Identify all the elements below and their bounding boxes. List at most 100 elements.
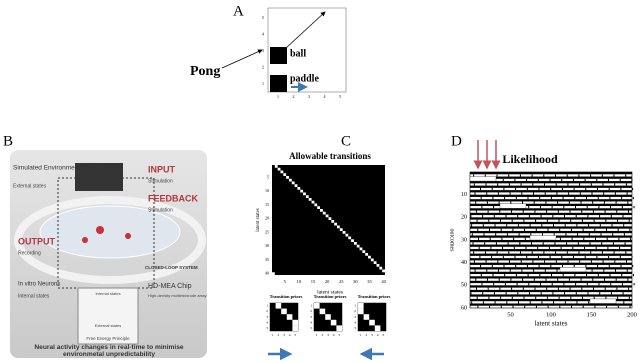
feedback-sub: Stimulation xyxy=(148,207,173,213)
stripe-gap xyxy=(581,210,583,213)
diagonal-cell xyxy=(336,225,340,229)
stripe-gap xyxy=(514,178,516,182)
stripe-gap xyxy=(559,228,561,231)
stripe-gap xyxy=(598,206,600,209)
stripe-gap xyxy=(548,246,550,250)
stripe-gap xyxy=(519,174,521,177)
stripe-gap xyxy=(617,305,619,308)
stripe-gap xyxy=(585,264,587,268)
stripe-gap xyxy=(577,233,579,236)
panel-c: C Allowable transitions latent states la… xyxy=(256,133,391,361)
stripe-gap xyxy=(482,292,484,295)
stripe-gap xyxy=(483,233,485,236)
stripe-gap xyxy=(474,192,476,195)
stripe-gap xyxy=(604,210,606,213)
y-tick-label: 10 xyxy=(265,188,269,193)
stripe-gap xyxy=(586,274,588,277)
stripe-gap xyxy=(593,287,594,290)
stripe-gap xyxy=(531,251,533,254)
y-tick-label: 3 xyxy=(354,315,356,319)
stripe-gap xyxy=(484,242,486,245)
x-tick-label: 5 xyxy=(294,333,296,337)
stripe-gap xyxy=(631,178,633,182)
stripe-gap xyxy=(473,174,475,177)
stripe-gap xyxy=(525,246,527,250)
stripe-gap xyxy=(559,305,561,308)
stripe xyxy=(470,240,632,243)
y-tick-label: 20 xyxy=(461,215,467,221)
stripe-gap xyxy=(526,178,528,182)
diagonal-cell xyxy=(291,181,295,185)
y-tick-label: 5 xyxy=(267,174,269,179)
stripe-gap xyxy=(599,215,601,218)
stripe-gap xyxy=(546,210,548,213)
stripe-gap xyxy=(630,246,632,250)
stripe-gap xyxy=(626,269,628,272)
stripe-gap xyxy=(557,278,559,281)
stripe-gap xyxy=(500,296,502,299)
stripe-gap xyxy=(578,174,580,177)
diagonal-cell xyxy=(345,233,349,237)
stripe-gap xyxy=(484,251,486,254)
x-tick-label: 1 xyxy=(272,333,274,337)
stripe-gap xyxy=(562,196,564,200)
stripe-gap xyxy=(622,215,624,218)
stripe xyxy=(470,230,632,234)
x-tick-label: 4 xyxy=(289,333,291,337)
stripe-gap xyxy=(509,192,511,195)
stripe-gap xyxy=(521,192,523,195)
stripe-gap xyxy=(578,251,580,254)
stripe-gap xyxy=(561,187,563,191)
stripe-gap xyxy=(500,305,502,308)
stripe-gap xyxy=(523,296,525,299)
stripe-gap xyxy=(574,274,576,277)
x-tick-label: 1 xyxy=(277,94,279,99)
stripe-gap xyxy=(556,269,558,272)
stripe-gap xyxy=(529,224,531,227)
stripe-gap xyxy=(482,215,484,218)
stripe-gap xyxy=(533,269,535,272)
ball-arrow xyxy=(285,11,326,49)
stripe-gap xyxy=(605,296,607,299)
stripe-gap xyxy=(501,237,503,240)
stripe-gap xyxy=(619,246,621,250)
stripe-gap xyxy=(623,224,625,227)
y-tick-label: 10 xyxy=(461,192,467,198)
stripe-gap xyxy=(608,178,609,182)
diagonal-cell xyxy=(311,200,315,204)
y-axis-label: latent states xyxy=(256,208,261,232)
stripe-gap xyxy=(558,296,560,299)
y-tick-label: 4 xyxy=(310,320,312,324)
stripe-gap xyxy=(499,287,501,290)
stripe xyxy=(470,194,632,197)
stripe-gap xyxy=(533,201,535,204)
diagonal-cell xyxy=(325,214,329,218)
stripe-gap xyxy=(610,215,612,218)
stripe-gap xyxy=(586,196,587,200)
stripe-gap xyxy=(506,233,508,236)
prior-title: Transition priors xyxy=(270,294,303,299)
stripe-gap xyxy=(505,292,507,295)
prior-cell xyxy=(358,308,364,315)
stripe-gap xyxy=(473,183,475,186)
stripe-gap xyxy=(589,242,591,245)
stripe-gap xyxy=(533,278,535,281)
y-tick-label: 5 xyxy=(266,326,268,330)
stripe-gap xyxy=(473,260,475,263)
stripe-gap xyxy=(614,192,616,195)
stripe-gap xyxy=(508,183,510,186)
diagonal-cell xyxy=(351,239,354,242)
stripe xyxy=(470,244,632,247)
stripe-gap xyxy=(535,219,537,222)
output-label: OUTPUT xyxy=(18,236,56,246)
stripe-gap xyxy=(532,260,534,263)
stripe-gap xyxy=(505,215,507,218)
diagonal-cell xyxy=(294,184,298,187)
shifted-block xyxy=(559,267,587,272)
stripe-gap xyxy=(510,201,512,204)
diagonal-cell xyxy=(303,192,306,196)
stripe-gap xyxy=(558,219,560,222)
stripe-gap xyxy=(571,237,573,240)
stripe-gap xyxy=(629,305,631,308)
y-tick-label: 30 xyxy=(461,237,467,243)
